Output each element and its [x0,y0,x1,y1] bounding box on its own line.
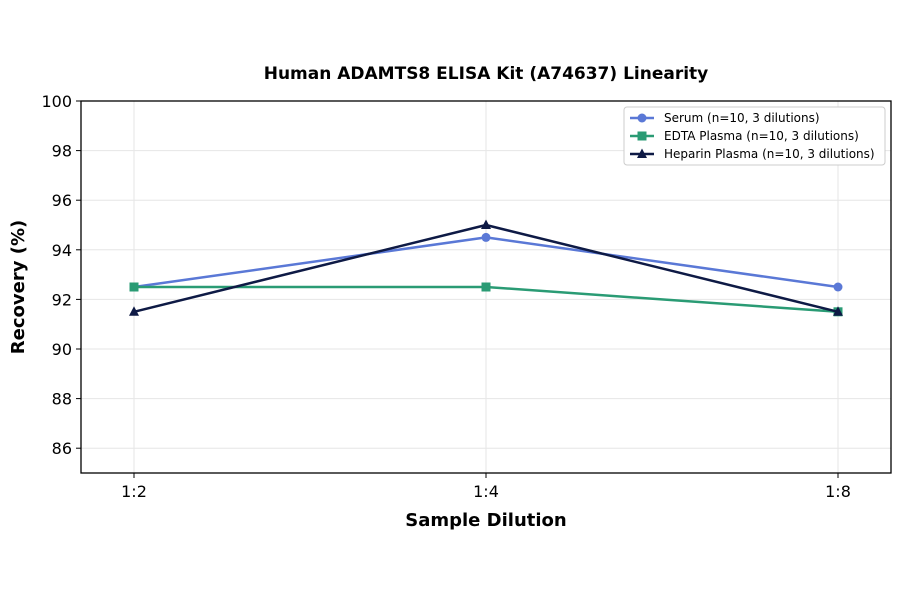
legend-entry: EDTA Plasma (n=10, 3 dilutions) [630,129,859,143]
y-tick-label: 92 [52,290,72,309]
y-tick-label: 90 [52,340,72,359]
legend-entry: Serum (n=10, 3 dilutions) [630,111,820,125]
legend-marker [637,113,647,123]
x-axis-label: Sample Dilution [405,510,566,531]
y-tick-label: 100 [41,92,72,111]
data-point [833,282,843,292]
y-axis-label: Recovery (%) [8,220,29,354]
legend-label: Serum (n=10, 3 dilutions) [664,111,820,125]
legend-box [623,106,886,166]
data-point [481,219,491,229]
y-tick-label: 94 [52,241,72,260]
y-tick-label: 88 [52,390,72,409]
axes: 86 88 90 92 94 96 98 100 1:2 1:4 1:8 [41,92,850,501]
legend-label: Heparin Plasma (n=10, 3 dilutions) [664,147,875,161]
data-point [481,232,491,242]
y-tick-label: 96 [52,191,72,210]
legend: Serum (n=10, 3 dilutions) EDTA Plasma (n=… [623,106,886,166]
x-tick-label: 1:2 [121,482,147,501]
legend-label: EDTA Plasma (n=10, 3 dilutions) [664,129,859,143]
series-3 [129,219,843,316]
chart-title: Human ADAMTS8 ELISA Kit (A74637) Lineari… [264,64,709,84]
x-tick-label: 1:8 [825,482,851,501]
legend-marker [637,148,647,158]
y-tick-label: 98 [52,142,72,161]
data-point [481,282,491,292]
data-point [129,282,139,292]
series-layer [129,219,843,317]
y-tick-label: 86 [52,439,72,458]
legend-entry: Heparin Plasma (n=10, 3 dilutions) [630,147,875,161]
legend-marker [637,131,647,141]
x-tick-label: 1:4 [473,482,499,501]
data-point [833,306,843,316]
data-point [129,306,139,316]
